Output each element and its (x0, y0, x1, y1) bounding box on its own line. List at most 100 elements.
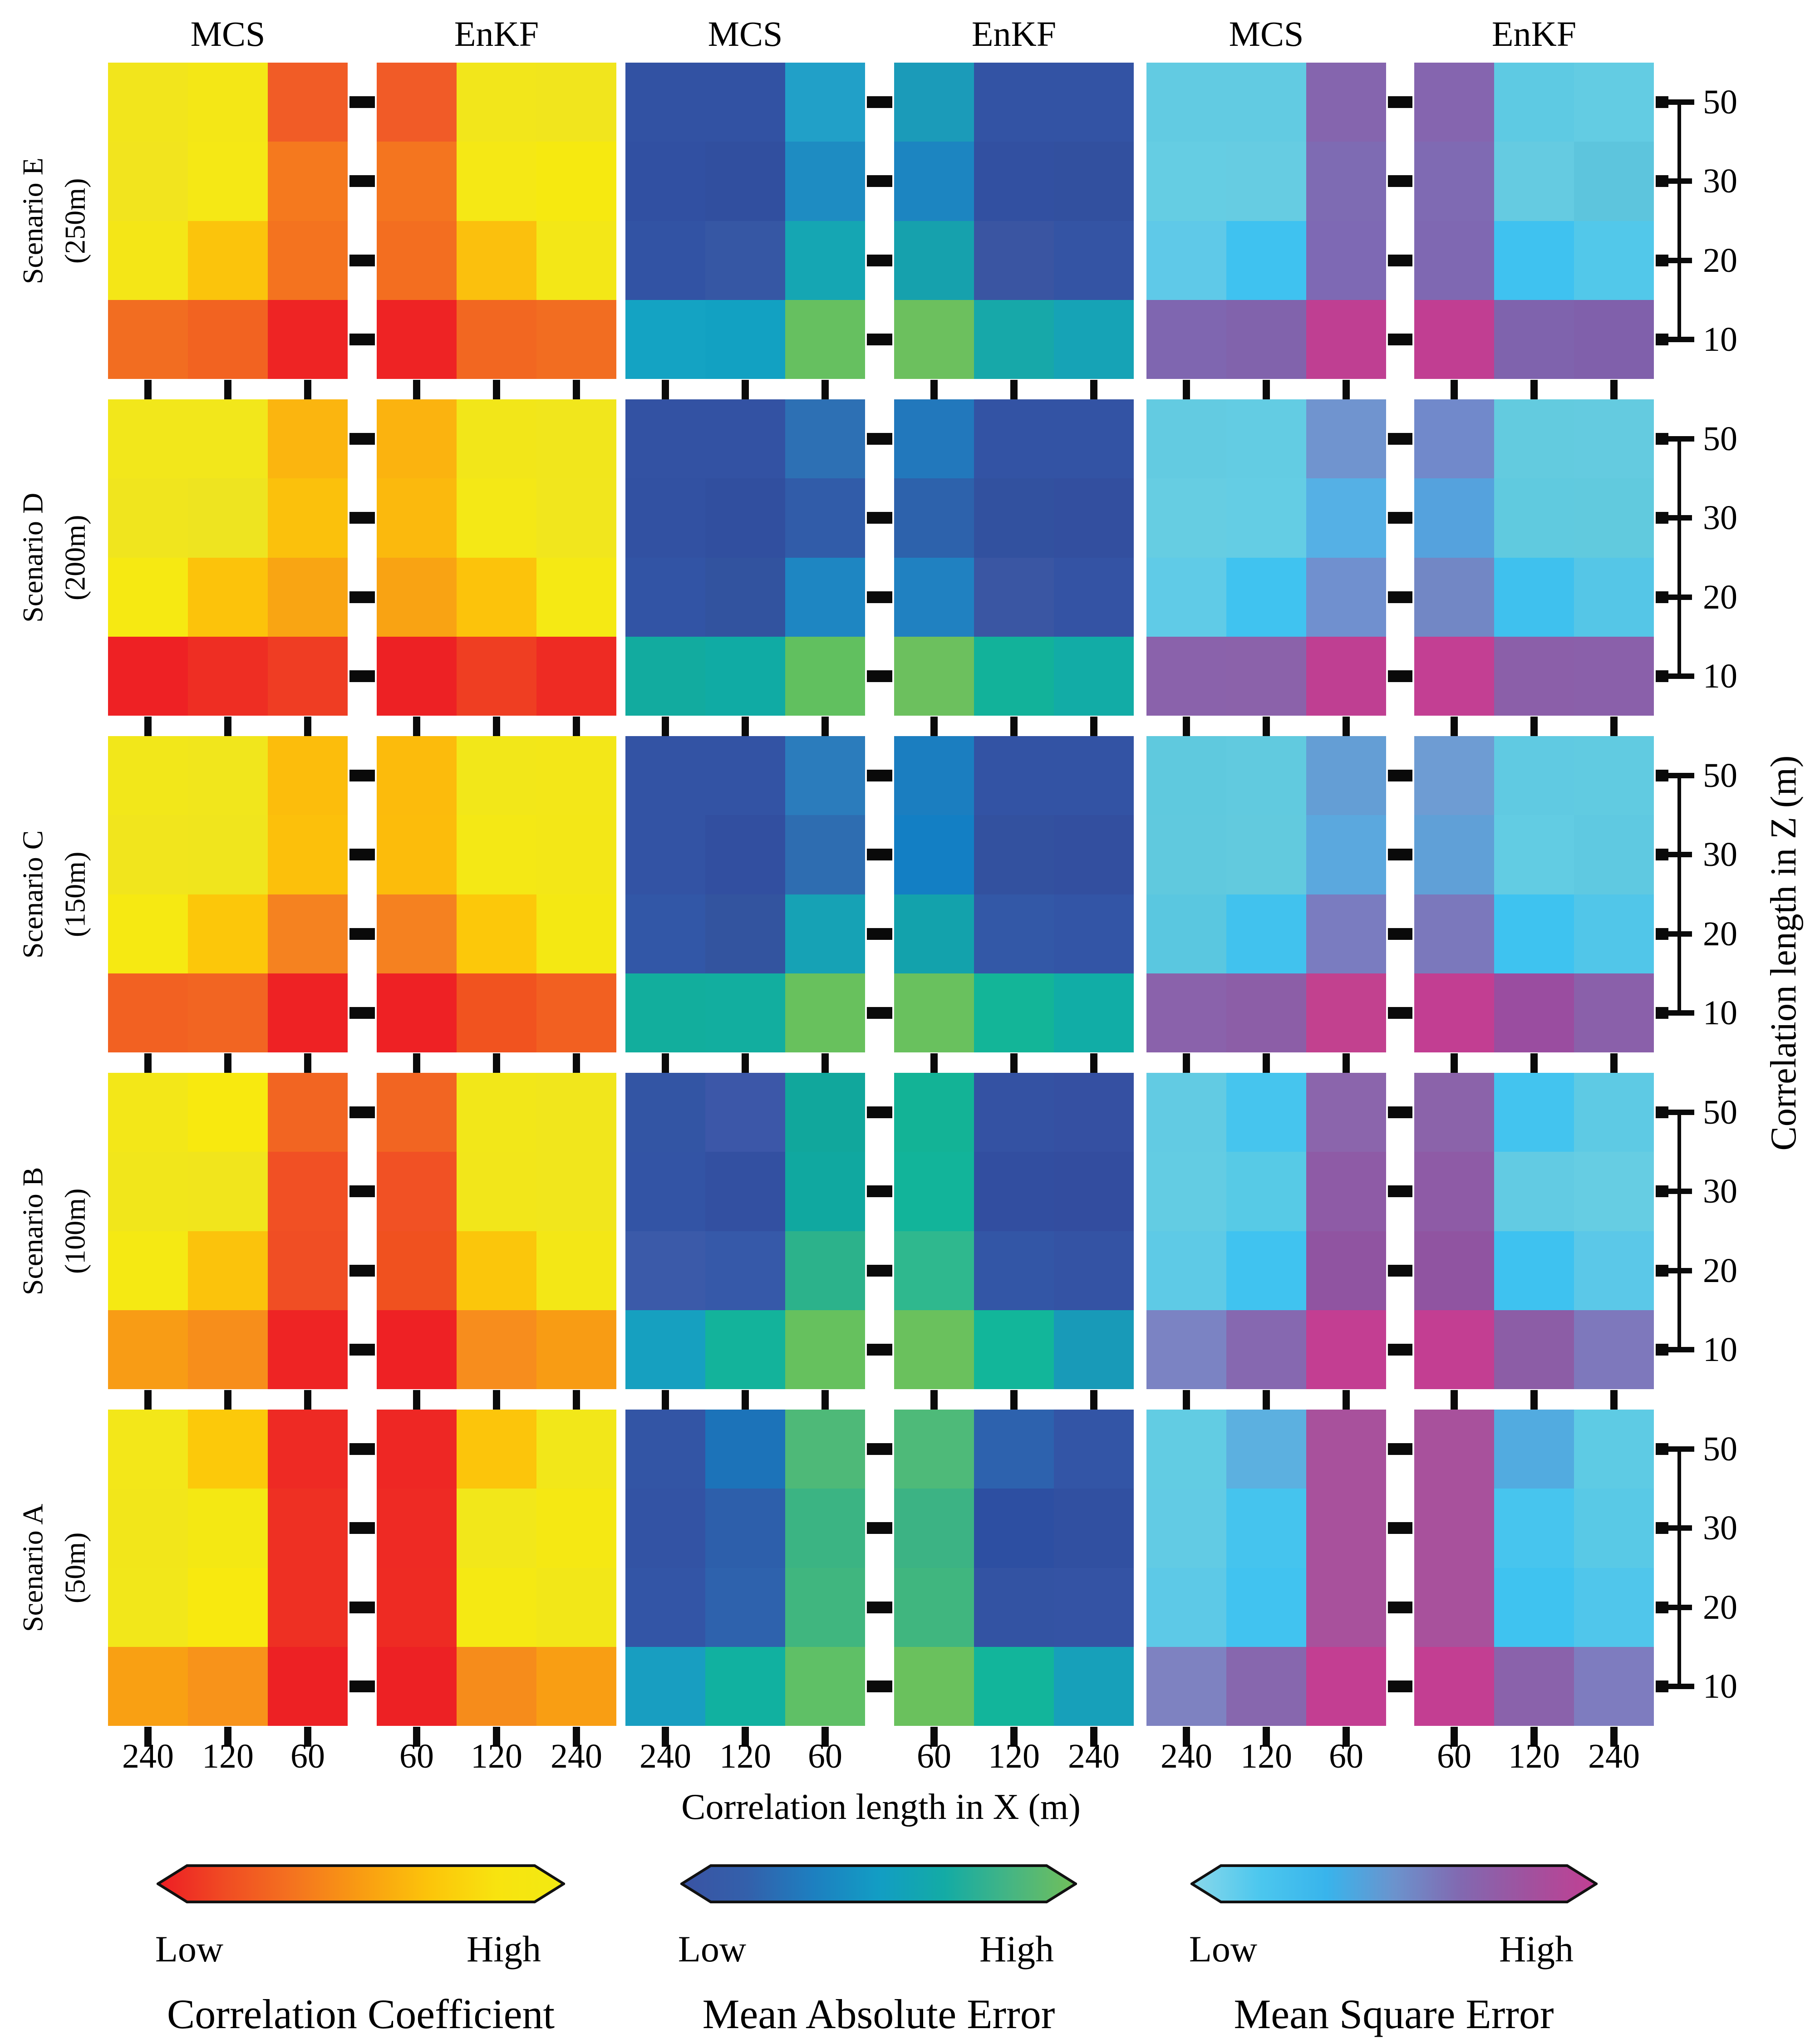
heatmap-cell (785, 1310, 865, 1389)
heatmap-cell (785, 1231, 865, 1310)
y-tick (1656, 254, 1668, 266)
y-tick (349, 1343, 362, 1356)
y-tick (1400, 1264, 1412, 1277)
heatmap-cell (625, 815, 705, 894)
y-tick (1400, 433, 1412, 445)
heatmap-cell (536, 1231, 616, 1310)
heatmap-cell (705, 221, 785, 300)
heatmap-cell (457, 1073, 536, 1152)
heatmap-panel (894, 63, 1134, 379)
column-header-enkf: EnKF (971, 14, 1057, 54)
heatmap-cell (377, 1310, 457, 1389)
heatmap-cell (108, 142, 188, 221)
y-tick (880, 1601, 892, 1613)
heatmap-cell (705, 894, 785, 973)
heatmap-cell (108, 557, 188, 637)
y-tick (1388, 96, 1401, 108)
colorbar-arrow (1190, 1864, 1598, 1903)
y-tick (1656, 849, 1668, 861)
x-tick (1530, 380, 1538, 400)
y-tick (362, 1443, 375, 1455)
heatmap-cell (108, 478, 188, 558)
y-tick (349, 1007, 362, 1019)
heatmap-cell (377, 300, 457, 379)
heatmap-cell (1146, 399, 1226, 479)
y-tick (362, 512, 375, 524)
heatmap-cell (1226, 1073, 1306, 1152)
y-tick (1388, 433, 1401, 445)
x-tick (573, 1390, 580, 1410)
heatmap-cell (894, 1152, 974, 1231)
heatmap-cell (188, 973, 268, 1052)
y-tick-label: 20 (1703, 578, 1737, 616)
heatmap-cell (1306, 736, 1386, 816)
y-tick (880, 175, 892, 187)
y-tick (362, 333, 375, 345)
y-tick (1388, 1264, 1401, 1277)
heatmap-cell (377, 221, 457, 300)
heatmap-cell (1054, 1310, 1134, 1389)
x-tick (304, 717, 311, 737)
x-tick (1010, 717, 1018, 737)
heatmap-cell (1054, 142, 1134, 221)
x-tick (1090, 1727, 1097, 1747)
heatmap-cell (457, 1152, 536, 1231)
heatmap-cell (974, 300, 1054, 379)
y-tick (880, 1343, 892, 1356)
heatmap-cell (1414, 1489, 1494, 1568)
heatmap-cell (1306, 1489, 1386, 1568)
x-tick-label: 240 (1161, 1737, 1212, 1775)
y-tick (349, 254, 362, 266)
y-tick (1656, 1264, 1668, 1277)
heatmap-cell (1054, 300, 1134, 379)
heatmap-cell (1226, 399, 1306, 479)
heatmap-panel (108, 399, 348, 716)
x-tick-label: 120 (1508, 1737, 1560, 1775)
heatmap-cell (377, 557, 457, 637)
heatmap-panel (1414, 736, 1654, 1052)
heatmap-cell (1494, 300, 1574, 379)
heatmap-cell (894, 142, 974, 221)
heatmap-cell (1226, 557, 1306, 637)
x-tick (493, 380, 500, 400)
y-tick (867, 1106, 880, 1119)
heatmap-cell (268, 221, 348, 300)
heatmap-cell (268, 399, 348, 479)
heatmap-cell (894, 894, 974, 973)
heatmap-cell (536, 1152, 616, 1231)
heatmap-cell (1414, 973, 1494, 1052)
z-scale-ruler-tick (1667, 515, 1692, 521)
x-tick (224, 1390, 231, 1410)
z-scale-ruler-tick (1667, 852, 1692, 858)
y-tick (1656, 928, 1668, 940)
heatmap-cell (705, 1152, 785, 1231)
y-tick (867, 1264, 880, 1277)
heatmap-cell (377, 1489, 457, 1568)
x-tick (493, 717, 500, 737)
heatmap-cell (1054, 1231, 1134, 1310)
heatmap-panel (108, 736, 348, 1052)
heatmap-cell (108, 1231, 188, 1310)
heatmap-cell (536, 300, 616, 379)
x-tick (930, 380, 938, 400)
x-tick (1010, 380, 1018, 400)
colorbar-mean-square-error (1190, 1864, 1598, 1903)
heatmap-cell (108, 221, 188, 300)
heatmap-cell (705, 973, 785, 1052)
heatmap-cell (188, 736, 268, 816)
heatmap-cell (457, 63, 536, 142)
heatmap-cell (974, 142, 1054, 221)
heatmap-cell (1414, 399, 1494, 479)
y-tick (867, 333, 880, 345)
heatmap-cell (894, 736, 974, 816)
z-scale-ruler-tick (1667, 1604, 1692, 1610)
heatmap-cell (1414, 1231, 1494, 1310)
x-tick (413, 1053, 420, 1073)
heatmap-cell (625, 1231, 705, 1310)
heatmap-cell (625, 1567, 705, 1647)
heatmap-cell (268, 1410, 348, 1489)
legend-high-label: High (979, 1928, 1054, 1970)
heatmap-cell (268, 1567, 348, 1647)
heatmap-cell (536, 63, 616, 142)
heatmap-cell (785, 221, 865, 300)
